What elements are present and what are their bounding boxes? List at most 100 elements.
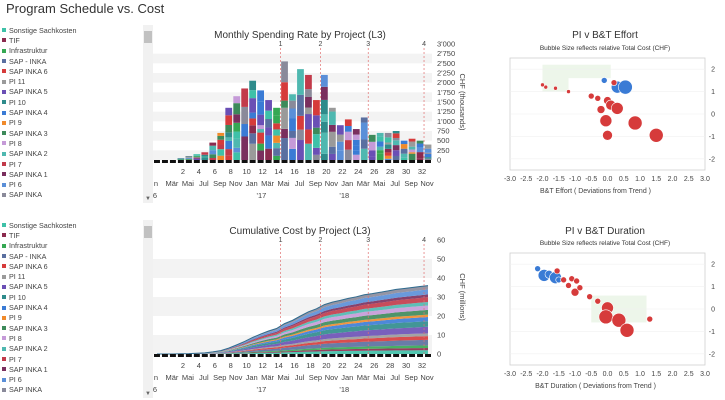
period-marker	[337, 354, 344, 357]
legend-label: SAP - INKA	[9, 251, 47, 261]
legend-bottom-scrollbar[interactable]: ▼	[143, 220, 153, 398]
legend-item[interactable]: SAP INKA 3	[2, 128, 142, 138]
bar-segment	[257, 90, 264, 102]
legend-item[interactable]: PI 9	[2, 313, 142, 323]
bar-segment	[225, 137, 233, 141]
x-number-label: 32	[418, 167, 426, 176]
area-layer	[156, 297, 429, 354]
legend-item[interactable]: Sonstige Sachkosten	[2, 220, 142, 230]
bar-segment	[336, 150, 344, 160]
monthly-spending-chart: 02505007501'0001'2501'5001'7502'0002'250…	[153, 40, 467, 201]
legend-item[interactable]: SAP INKA 2	[2, 344, 142, 354]
legend-item[interactable]: Infrastruktur	[2, 241, 142, 251]
legend-item[interactable]: SAP INKA 5	[2, 87, 142, 97]
scroll-down-arrow[interactable]: ▼	[145, 196, 151, 202]
x-month-label: Mai	[182, 179, 194, 188]
bubble	[587, 92, 595, 100]
bubble	[600, 77, 608, 84]
x-tick-label: 1.5	[651, 176, 661, 183]
legend-item[interactable]: TIF	[2, 230, 142, 240]
legend-item[interactable]: PI 6	[2, 374, 142, 384]
area-layer	[156, 348, 429, 354]
x-month-label: Jul	[390, 179, 400, 188]
bar-segment	[233, 114, 241, 123]
legend-item[interactable]: SAP INKA 5	[2, 282, 142, 292]
bar-segment	[217, 155, 225, 160]
bar-segment	[313, 127, 320, 135]
bar-segment	[273, 135, 280, 143]
bar-segment	[392, 137, 400, 141]
bar-segment	[360, 139, 368, 149]
x-month-label: Mär	[261, 373, 274, 382]
bar-segment	[305, 96, 312, 108]
legend-item[interactable]: Sonstige Sachkosten	[2, 25, 142, 35]
legend-item[interactable]: SAP - INKA	[2, 56, 142, 66]
scroll-down-arrow[interactable]: ▼	[145, 391, 151, 397]
legend-item[interactable]: SAP INKA 4	[2, 107, 142, 117]
legend-item[interactable]: SAP INKA 3	[2, 323, 142, 333]
bar-segment	[281, 107, 288, 129]
bar-segment	[249, 133, 257, 144]
legend-item[interactable]: Infrastruktur	[2, 46, 142, 56]
bubble	[543, 84, 549, 90]
period-marker	[177, 160, 184, 163]
period-marker	[385, 354, 392, 357]
legend-item[interactable]: SAP - INKA	[2, 251, 142, 261]
bar-segment	[201, 156, 209, 158]
period-marker	[233, 354, 240, 357]
bar-segment	[392, 155, 400, 160]
bar-segment	[233, 122, 241, 132]
scroll-thumb[interactable]	[144, 226, 152, 238]
x-tick-label: 3.0	[700, 176, 710, 183]
legend-item[interactable]: PI 6	[2, 179, 142, 189]
bar-segment	[257, 101, 264, 115]
x-tick-label: 0.5	[619, 371, 629, 378]
legend-item[interactable]: PI 11	[2, 271, 142, 281]
bar-segment	[281, 138, 288, 160]
area-layer	[156, 333, 429, 354]
legend-item[interactable]: SAP INKA 1	[2, 169, 142, 179]
x-tick-label: 1.0	[635, 176, 645, 183]
legend-item[interactable]: SAP INKA 6	[2, 261, 142, 271]
x-tick-label: -1.5	[553, 176, 565, 183]
x-number-label: 32	[418, 361, 426, 370]
bar-segment	[328, 107, 336, 112]
legend-item[interactable]: PI 11	[2, 76, 142, 86]
period-marker	[289, 160, 296, 163]
legend-item[interactable]: PI 7	[2, 159, 142, 169]
bar-segment	[384, 132, 392, 138]
legend-item[interactable]: PI 8	[2, 138, 142, 148]
effort-scatter-chart: 2 1 0 -1 -2 -3.0 -2.5 -2.0 -1.5 -1.0 -0.5 0.0 0.5 1.0…	[504, 57, 715, 195]
legend-item[interactable]: PI 10	[2, 292, 142, 302]
bar-segment	[376, 132, 384, 137]
x-year-label: '17	[257, 385, 267, 394]
page-title: Program Schedule vs. Cost	[6, 1, 165, 16]
period-marker	[417, 160, 424, 163]
bar-segment	[193, 155, 201, 157]
x-tick-label: -1.0	[569, 371, 581, 378]
period-marker	[185, 160, 192, 163]
legend-item[interactable]: PI 8	[2, 333, 142, 343]
legend-item[interactable]: SAP INKA	[2, 190, 142, 200]
period-marker	[297, 354, 304, 357]
scroll-thumb[interactable]	[144, 31, 152, 43]
bar-segment	[336, 141, 344, 151]
bar-segment	[352, 154, 360, 160]
legend-item[interactable]: PI 7	[2, 354, 142, 364]
legend-item[interactable]: SAP INKA 1	[2, 364, 142, 374]
legend-top-scrollbar[interactable]: ▼	[143, 25, 153, 203]
bar-segment	[289, 148, 296, 160]
legend-swatch	[2, 367, 6, 372]
legend-item[interactable]: SAP INKA 4	[2, 302, 142, 312]
legend-item[interactable]: SAP INKA 6	[2, 66, 142, 76]
legend-item[interactable]: SAP INKA 2	[2, 149, 142, 159]
legend-swatch	[2, 357, 6, 361]
legend-item[interactable]: SAP INKA	[2, 385, 142, 395]
bar-segment	[185, 157, 193, 159]
legend-item[interactable]: PI 10	[2, 97, 142, 107]
bar-segment	[289, 137, 296, 149]
legend-item[interactable]: PI 9	[2, 118, 142, 128]
legend-item[interactable]: TIF	[2, 35, 142, 45]
legend-swatch	[2, 192, 6, 197]
legend-label: PI 6	[9, 375, 22, 385]
